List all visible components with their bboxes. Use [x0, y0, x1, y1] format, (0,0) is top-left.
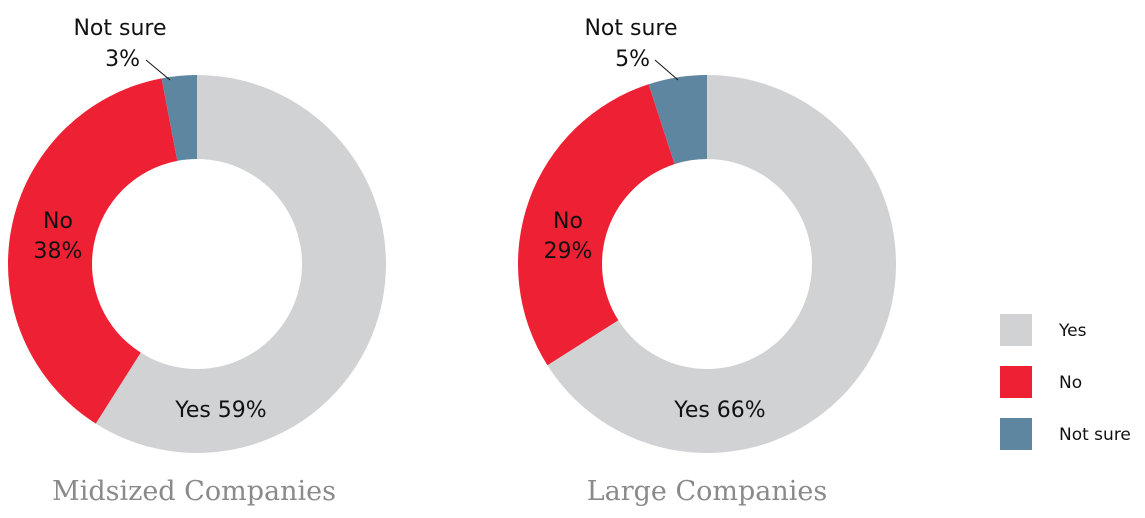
large-slice-no: [518, 84, 675, 366]
large-yes-label: Yes 66%: [673, 398, 765, 423]
legend: Yes No Not sure: [1000, 314, 1131, 450]
midsized-donut: [8, 75, 387, 453]
large-notsure-name-label: Not sure: [584, 16, 677, 41]
large-notsure-value-label: 5%: [615, 47, 650, 72]
midsized-slice-no: [8, 78, 178, 424]
large-no-value-label: 29%: [544, 239, 593, 264]
large-slice-not-sure: [648, 75, 707, 165]
midsized-yes-label: Yes 59%: [174, 398, 266, 423]
midsized-notsure-name-label: Not sure: [73, 16, 166, 41]
chart-midsized: Not sure 3% No 38% Yes 59% Midsized Comp…: [8, 16, 387, 507]
legend-swatch-not-sure: [1000, 418, 1032, 450]
large-notsure-leader-line: [654, 59, 679, 81]
chart-large: Not sure 5% No 29% Yes 66% Large Compani…: [518, 16, 896, 507]
midsized-notsure-leader-line: [145, 59, 171, 81]
midsized-slice-not-sure: [161, 75, 197, 161]
large-donut: [518, 75, 896, 453]
midsized-notsure-value-label: 3%: [105, 47, 140, 72]
legend-swatch-no: [1000, 366, 1032, 398]
large-no-name-label: No: [553, 209, 583, 234]
legend-label-no: No: [1059, 373, 1082, 393]
large-slice-yes: [547, 75, 896, 453]
legend-label-yes: Yes: [1058, 321, 1087, 341]
large-chart-title: Large Companies: [587, 476, 828, 507]
legend-label-not-sure: Not sure: [1059, 425, 1131, 445]
midsized-slice-yes: [95, 75, 387, 453]
legend-swatch-yes: [1000, 314, 1032, 346]
midsized-no-value-label: 38%: [34, 239, 83, 264]
midsized-no-name-label: No: [43, 209, 73, 234]
midsized-chart-title: Midsized Companies: [52, 476, 336, 507]
